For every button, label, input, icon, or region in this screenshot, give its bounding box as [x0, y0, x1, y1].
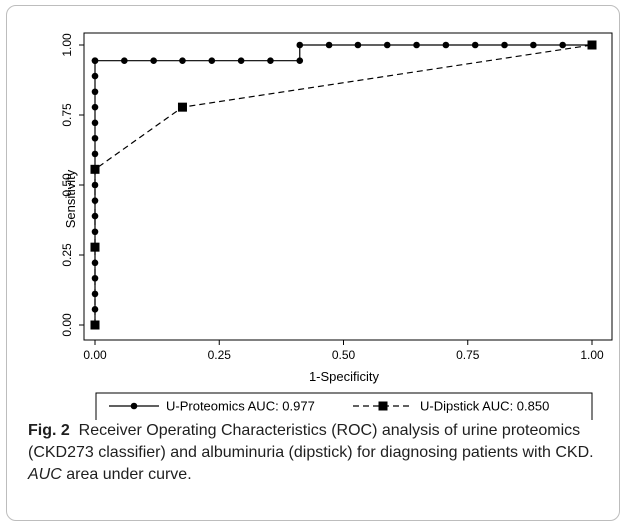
legend-box — [95, 392, 593, 420]
data-point — [177, 102, 187, 112]
data-point — [91, 134, 99, 142]
data-point — [121, 57, 128, 64]
data-point — [91, 212, 99, 220]
data-point — [90, 164, 100, 174]
data-point — [559, 41, 566, 49]
y-tick-label: 0.00 — [60, 313, 74, 337]
data-point — [442, 41, 450, 49]
data-point — [267, 57, 274, 64]
y-tick-label: 1.00 — [60, 33, 74, 57]
x-tick-label: 0.75 — [456, 348, 480, 362]
y-tick-label: 0.75 — [60, 103, 74, 127]
data-point — [91, 103, 99, 111]
data-point — [383, 41, 391, 49]
data-point — [325, 41, 333, 49]
data-point — [91, 57, 99, 64]
figure-label: Fig. 2 — [28, 422, 70, 439]
roc-chart: 0.00 0.25 0.50 0.75 1.00 0.00 0.25 0.50 0.75 1.0… — [60, 32, 613, 420]
series-line-0 — [94, 44, 592, 325]
series-line-1 — [94, 44, 593, 325]
data-point — [91, 88, 99, 96]
figure-caption: Fig. 2 Receiver Operating Characteristic… — [28, 420, 603, 486]
figure-frame — [6, 5, 620, 521]
x-axis: 0.00 0.25 0.50 0.75 1.00 — [83, 340, 604, 362]
data-point — [91, 274, 99, 282]
y-axis-label: Sensitivity — [63, 169, 78, 228]
data-point — [91, 119, 99, 127]
data-point — [471, 41, 479, 49]
x-tick-label: 0.25 — [208, 348, 232, 362]
series-layer — [90, 40, 597, 330]
data-point — [587, 40, 597, 50]
data-point — [237, 57, 245, 64]
legend-label: U-Proteomics AUC: 0.977 — [166, 399, 315, 414]
legend-marker — [378, 401, 388, 411]
x-axis-label: 1-Specificity — [309, 369, 380, 384]
data-point — [296, 57, 304, 64]
y-axis: 0.00 0.25 0.50 0.75 1.00 — [60, 33, 84, 337]
data-point — [91, 150, 99, 158]
data-point — [208, 57, 216, 64]
x-tick-label: 0.50 — [332, 348, 356, 362]
legend: U-Proteomics AUC: 0.977 U-Dipstick AUC: 0… — [95, 392, 593, 420]
data-point — [413, 41, 420, 49]
legend-label: U-Dipstick AUC: 0.850 — [420, 399, 549, 414]
y-tick-label: 0.50 — [60, 173, 74, 197]
data-point — [91, 72, 99, 80]
data-point — [90, 320, 100, 330]
data-point — [296, 41, 304, 49]
data-point — [150, 57, 157, 64]
x-tick-label: 0.00 — [83, 348, 107, 362]
y-tick-label: 0.25 — [60, 243, 74, 267]
caption-abbreviation: AUC — [28, 466, 62, 483]
data-point — [90, 242, 100, 252]
data-point — [501, 41, 508, 49]
plot-area — [83, 32, 613, 341]
legend-marker — [130, 402, 138, 410]
data-point — [354, 41, 362, 49]
caption-text-end: area under curve. — [66, 466, 192, 483]
x-tick-label: 1.00 — [580, 348, 604, 362]
data-point — [179, 57, 186, 64]
caption-text: Receiver Operating Characteristics (ROC)… — [28, 422, 594, 461]
data-point — [530, 41, 537, 49]
